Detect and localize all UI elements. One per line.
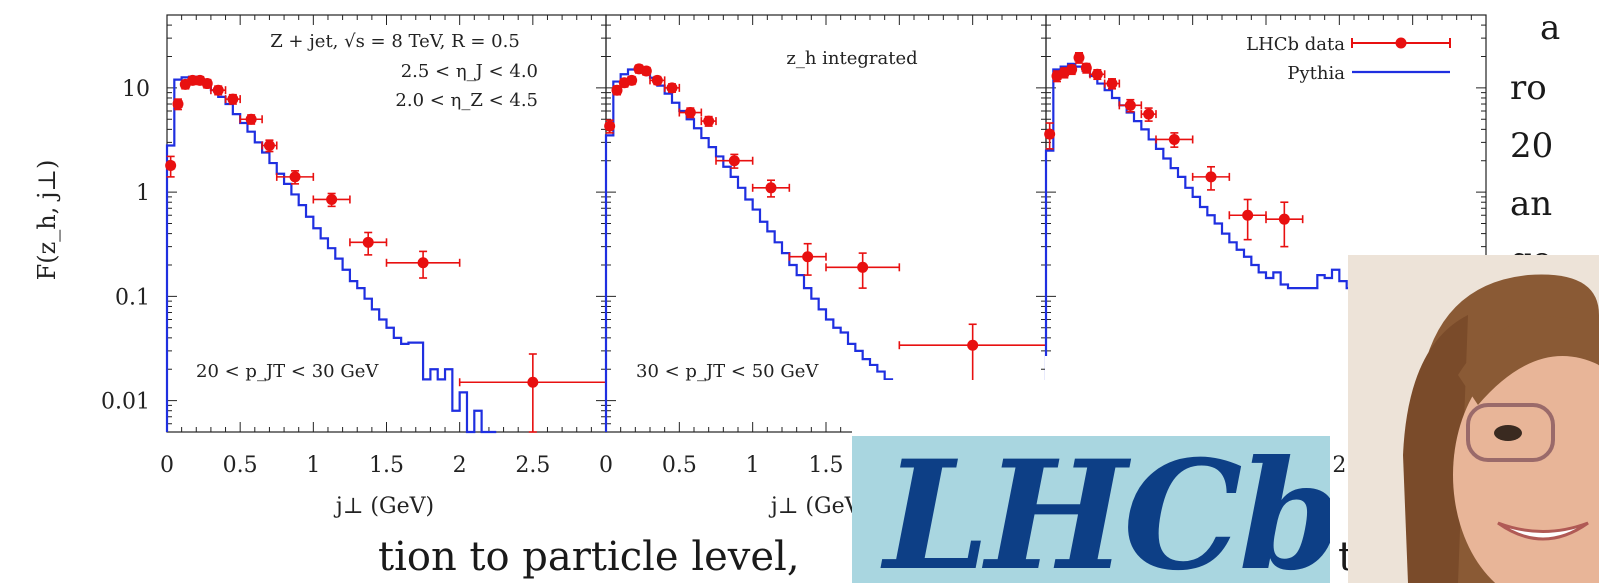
axis-labels: F(z_h, j⊥) j⊥ (GeV) j⊥ (GeV) — [33, 160, 869, 519]
data-point — [1044, 128, 1056, 140]
x-tick-label: 1.5 — [369, 453, 404, 478]
data-point — [640, 65, 652, 77]
data-point — [417, 257, 429, 269]
data-point — [626, 74, 638, 86]
data-point — [604, 120, 616, 132]
legend-swatch-data-point — [1395, 37, 1407, 49]
x-tick-label: 2 — [453, 453, 467, 478]
data-point — [802, 251, 814, 263]
x-tick-label: 1 — [746, 453, 760, 478]
lhcb-logo-text: LHCb — [884, 436, 1330, 583]
data-point — [172, 98, 184, 110]
chart-panel-2: 0 0.5 1 1.5 z_h integrated 30 < p_JT < 50 GeV — [599, 14, 1047, 478]
page-text-fragment: a — [1540, 8, 1561, 48]
x-tick-label: 2 — [1332, 453, 1346, 478]
x-tick-label: 1.5 — [809, 453, 844, 478]
page-text-fragment: 20 — [1510, 126, 1554, 166]
data-point — [165, 160, 177, 172]
portrait-photo — [1348, 255, 1599, 583]
data-point — [527, 376, 539, 388]
x-tick-label: 0.5 — [662, 453, 697, 478]
overlay-patch — [852, 380, 1045, 436]
data-point — [765, 182, 777, 194]
data-point — [201, 78, 213, 90]
data-point — [1073, 52, 1085, 64]
page-text-fragment: an — [1510, 184, 1553, 224]
data-point — [666, 82, 678, 94]
page-text-fragment: tion to particle level, — [378, 534, 800, 580]
y-tick-label: 0.1 — [115, 285, 150, 310]
data-point — [1124, 99, 1136, 111]
data-point — [703, 115, 715, 127]
x-tick-label: 1 — [306, 453, 320, 478]
data-point — [1242, 209, 1254, 221]
lhcb-logo: LHCb — [852, 436, 1330, 583]
data-point — [1205, 171, 1217, 183]
data-point — [684, 107, 696, 119]
page-text-fragment: ro — [1510, 68, 1547, 108]
y-tick-label: 0.01 — [101, 390, 150, 415]
data-point — [1143, 108, 1155, 120]
y-tick-label: 1 — [136, 181, 150, 206]
data-point — [289, 171, 301, 183]
chart-panel-1: 0 0.5 1 1.5 2 2.5 Z + jet, √s = 8 TeV, R = 0.5… — [160, 14, 607, 478]
data-point — [651, 74, 663, 86]
x-tick-label: 0.5 — [223, 453, 258, 478]
chart-panel-3: 2 — [1044, 14, 1487, 478]
data-point — [326, 193, 338, 205]
data-point — [967, 339, 979, 351]
data-point — [1278, 213, 1290, 225]
panel-annotation: Z + jet, √s = 8 TeV, R = 0.5 — [270, 31, 520, 52]
data-point — [1066, 64, 1078, 76]
data-point — [1168, 133, 1180, 145]
data-point — [857, 261, 869, 273]
y-axis-label: F(z_h, j⊥) — [33, 160, 61, 281]
x-tick-label: 2.5 — [515, 453, 550, 478]
pt-bin-label: 20 < p_JT < 30 GeV — [196, 361, 379, 382]
data-point — [1091, 68, 1103, 80]
legend-label-data: LHCb data — [1246, 34, 1345, 55]
pt-bin-label: 30 < p_JT < 50 GeV — [636, 361, 819, 382]
data-point — [245, 113, 257, 125]
panel-annotation: z_h integrated — [786, 48, 917, 69]
chart-legend: LHCb data Pythia — [1246, 34, 1451, 84]
data-point — [728, 155, 740, 167]
x-tick-label: 0 — [160, 453, 174, 478]
x-tick-label: 0 — [599, 453, 613, 478]
legend-label-pythia: Pythia — [1287, 63, 1345, 84]
data-point — [263, 140, 275, 152]
data-point — [1080, 62, 1092, 74]
data-point — [611, 84, 623, 96]
panel-annotation: 2.0 < η_Z < 4.5 — [395, 90, 538, 111]
data-point — [227, 93, 239, 105]
data-point — [212, 84, 224, 96]
data-point — [1106, 78, 1118, 90]
overlay-patch — [1045, 356, 1348, 436]
x-axis-label-panel-1: j⊥ (GeV) — [333, 494, 434, 519]
data-point — [362, 236, 374, 248]
pythia-histogram — [604, 68, 936, 432]
y-tick-label: 10 — [122, 77, 150, 102]
panel-annotation: 2.5 < η_J < 4.0 — [401, 61, 538, 82]
